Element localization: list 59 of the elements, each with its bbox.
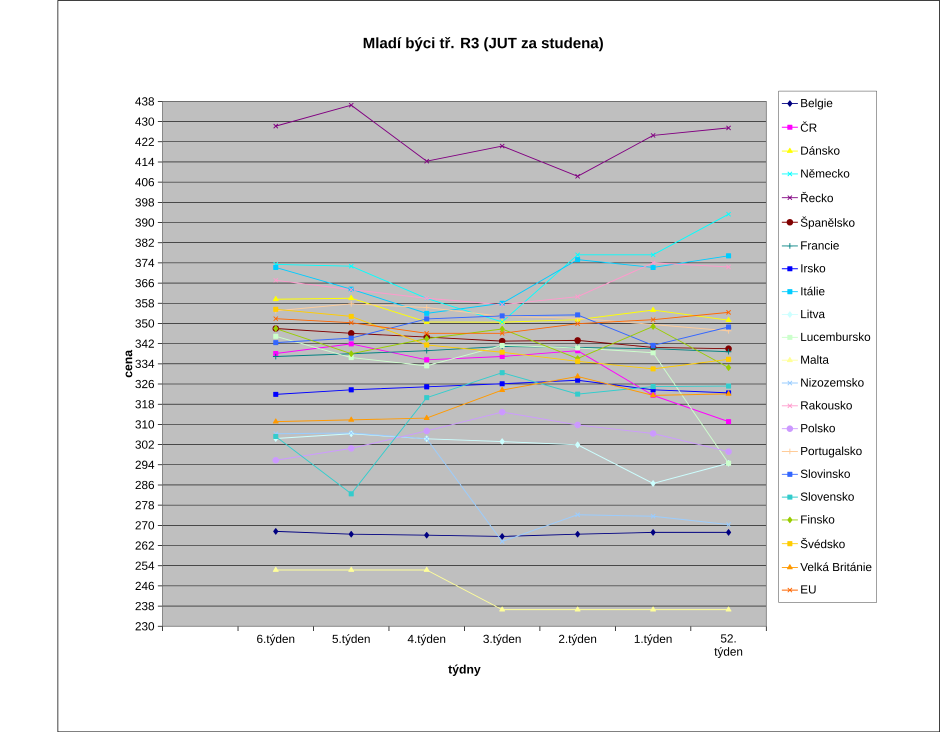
legend-label: Belgie [801, 98, 832, 110]
x-tick-label: 5.týden [332, 634, 370, 646]
y-tick-label: 230 [136, 622, 154, 630]
legend-label: Slovensko [800, 492, 854, 501]
legend-label: Malta [801, 355, 829, 364]
y-tick-label: 278 [136, 500, 154, 510]
y-tick-label: 254 [136, 561, 154, 570]
legend-label: Itálie [801, 286, 824, 296]
y-tick-label: 422 [135, 138, 154, 146]
legend-label: Francie [801, 240, 839, 250]
y-tick-label: 262 [136, 541, 154, 550]
y-tick-label: 406 [135, 178, 154, 186]
chart-title: Mladí býci tř. R3 (JUT za studena) [364, 36, 603, 52]
y-tick-label: 302 [135, 440, 154, 449]
x-tick-label: 4.týden [408, 634, 446, 646]
legend-label: Německo [801, 168, 850, 178]
y-tick-label: 310 [135, 420, 154, 428]
legend-label: Portugalsko [801, 446, 862, 458]
y-tick-label: 294 [136, 460, 154, 469]
y-tick-label: 318 [135, 400, 154, 408]
y-tick-label: 326 [135, 380, 154, 388]
legend-label: Slovinsko [800, 469, 850, 478]
y-axis-title: cena [126, 350, 132, 378]
x-tick-label: 1.týden [634, 634, 672, 646]
x-axis-title: týdny [448, 664, 481, 676]
y-tick-label: 430 [135, 117, 154, 126]
y-tick-label: 246 [136, 582, 154, 590]
legend-label: Španělsko [800, 216, 855, 229]
legend-label: Polsko [801, 424, 835, 432]
legend-label: Velká Británie [800, 562, 872, 571]
y-tick-label: 334 [135, 360, 154, 368]
legend-label: Rakousko [801, 400, 852, 410]
legend-label: Dánsko [801, 146, 840, 155]
y-tick-label: 382 [135, 238, 154, 247]
legend-label: ČR [800, 121, 817, 132]
y-tick-label: 374 [135, 258, 154, 267]
y-tick-label: 286 [136, 480, 154, 489]
legend-label: Litva [801, 309, 826, 318]
y-tick-label: 390 [135, 218, 154, 226]
y-tick-label: 342 [135, 339, 154, 348]
y-tick-label: 414 [135, 158, 154, 166]
legend-label: Švédsko [800, 538, 845, 548]
legend-label: Řecko [801, 192, 833, 202]
y-tick-label: 270 [136, 521, 154, 530]
legend-label: Nizozemsko [801, 378, 864, 386]
y-tick-label: 366 [135, 278, 154, 288]
y-tick-label: 358 [135, 298, 154, 308]
x-tick-label: 52. týden [714, 634, 742, 658]
legend-label: EU [801, 585, 816, 594]
y-tick-label: 398 [135, 198, 154, 206]
x-tick-label: 3.týden [483, 634, 521, 646]
y-tick-label: 238 [136, 602, 154, 610]
legend-label: Lucembursko [801, 332, 870, 341]
legend-label: Finsko [801, 514, 834, 524]
y-tick-label: 350 [135, 319, 154, 328]
legend-label: Irsko [801, 264, 826, 272]
y-tick-label: 438 [135, 97, 154, 106]
x-tick-label: 2.týden [558, 634, 596, 646]
x-tick-label: 6.týden [257, 634, 294, 646]
